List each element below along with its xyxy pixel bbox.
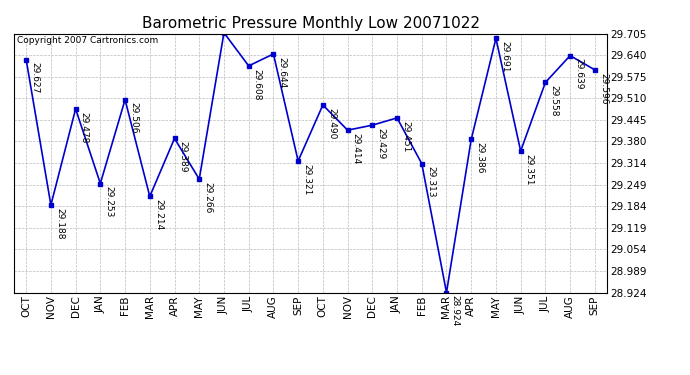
Text: 29.429: 29.429 <box>377 128 386 159</box>
Text: 29.639: 29.639 <box>574 58 583 90</box>
Text: 29.386: 29.386 <box>475 142 484 174</box>
Text: 29.253: 29.253 <box>104 186 113 218</box>
Text: 29.188: 29.188 <box>55 208 64 239</box>
Text: 29.691: 29.691 <box>500 41 509 73</box>
Text: 29.506: 29.506 <box>129 102 138 134</box>
Text: 29.414: 29.414 <box>352 133 361 164</box>
Text: 28.924: 28.924 <box>451 295 460 327</box>
Text: 29.389: 29.389 <box>179 141 188 173</box>
Text: 29.451: 29.451 <box>401 121 410 152</box>
Text: 29.627: 29.627 <box>30 62 39 94</box>
Text: 29.266: 29.266 <box>204 182 213 213</box>
Text: 29.351: 29.351 <box>525 154 534 185</box>
Text: 29.596: 29.596 <box>599 73 608 104</box>
Title: Barometric Pressure Monthly Low 20071022: Barometric Pressure Monthly Low 20071022 <box>141 16 480 31</box>
Text: 29.558: 29.558 <box>549 85 558 117</box>
Text: 29.644: 29.644 <box>277 57 286 88</box>
Text: 29.321: 29.321 <box>302 164 311 195</box>
Text: 29.490: 29.490 <box>327 108 336 139</box>
Text: 29.478: 29.478 <box>80 112 89 143</box>
Text: 29.708: 29.708 <box>0 374 1 375</box>
Text: Copyright 2007 Cartronics.com: Copyright 2007 Cartronics.com <box>17 36 158 45</box>
Text: 29.313: 29.313 <box>426 166 435 198</box>
Text: 29.214: 29.214 <box>154 199 163 231</box>
Text: 29.608: 29.608 <box>253 69 262 100</box>
